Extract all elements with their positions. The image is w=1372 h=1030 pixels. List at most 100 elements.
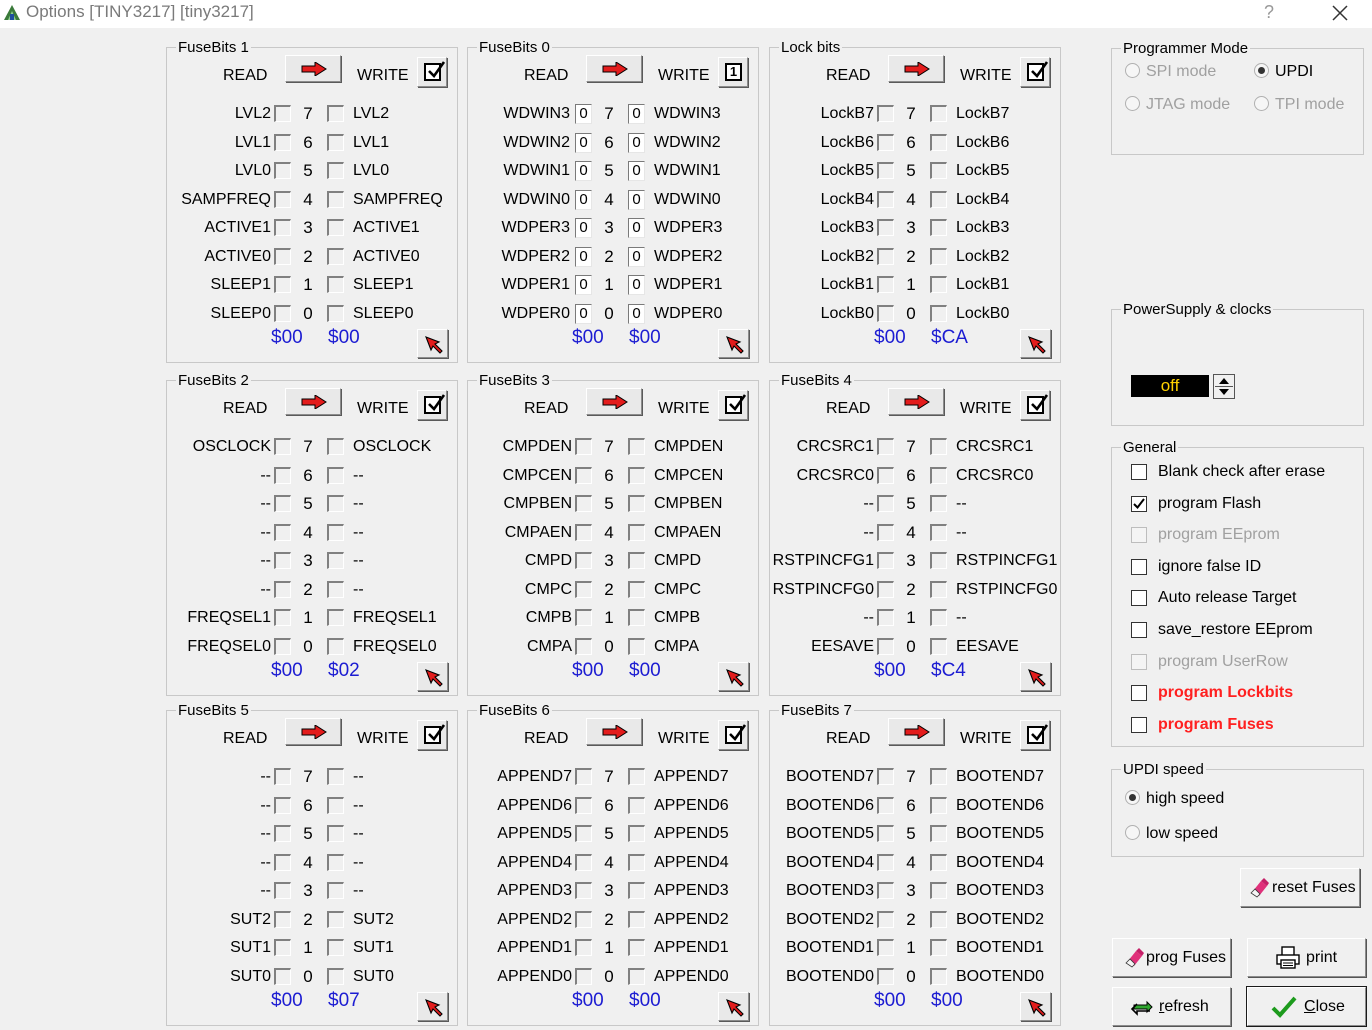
- read-value-box[interactable]: 0: [575, 275, 592, 295]
- read-bit-checkbox[interactable]: [274, 190, 291, 208]
- read-bit-checkbox[interactable]: [575, 882, 592, 899]
- read-button[interactable]: [285, 718, 341, 745]
- read-bit-checkbox[interactable]: [274, 105, 291, 122]
- read-bit-checkbox[interactable]: [274, 853, 291, 871]
- read-bit-checkbox[interactable]: [274, 552, 291, 569]
- read-value-box[interactable]: 0: [575, 161, 592, 181]
- general-option-checkbox[interactable]: [1131, 590, 1147, 607]
- write-bit-checkbox[interactable]: [327, 247, 344, 265]
- write-bit-checkbox[interactable]: [327, 495, 344, 512]
- write-bit-checkbox[interactable]: [327, 523, 344, 541]
- write-bit-checkbox[interactable]: [930, 495, 947, 512]
- write-bit-checkbox[interactable]: [930, 637, 947, 655]
- read-bit-checkbox[interactable]: [877, 304, 894, 322]
- write-bit-checkbox[interactable]: [327, 939, 344, 956]
- general-option-checkbox[interactable]: [1131, 716, 1147, 733]
- write-bit-checkbox[interactable]: [327, 825, 344, 842]
- read-value-box[interactable]: 0: [575, 189, 592, 210]
- write-bit-checkbox[interactable]: [628, 825, 645, 842]
- write-bit-checkbox[interactable]: [327, 105, 344, 122]
- write-bit-checkbox[interactable]: [930, 190, 947, 208]
- write-bit-checkbox[interactable]: [930, 552, 947, 569]
- read-value-box[interactable]: 0: [575, 132, 592, 153]
- write-value-box[interactable]: 0: [628, 218, 645, 238]
- read-bit-checkbox[interactable]: [575, 466, 592, 484]
- read-bit-checkbox[interactable]: [877, 495, 894, 512]
- apply-fuse-button[interactable]: [1020, 329, 1051, 358]
- read-bit-checkbox[interactable]: [274, 637, 291, 655]
- write-bit-checkbox[interactable]: [930, 853, 947, 871]
- write-bit-checkbox[interactable]: [628, 552, 645, 569]
- read-button[interactable]: [586, 388, 642, 415]
- write-bit-checkbox[interactable]: [327, 466, 344, 484]
- write-value-box[interactable]: 0: [628, 132, 645, 153]
- read-bit-checkbox[interactable]: [274, 910, 291, 928]
- read-bit-checkbox[interactable]: [877, 247, 894, 265]
- read-bit-checkbox[interactable]: [575, 523, 592, 541]
- write-button[interactable]: [417, 720, 447, 750]
- updi-radio[interactable]: UPDI: [1254, 62, 1313, 82]
- write-bit-checkbox[interactable]: [628, 853, 645, 871]
- write-bit-checkbox[interactable]: [930, 967, 947, 985]
- read-bit-checkbox[interactable]: [274, 466, 291, 484]
- write-bit-checkbox[interactable]: [628, 523, 645, 541]
- write-bit-checkbox[interactable]: [327, 133, 344, 151]
- write-bit-checkbox[interactable]: [327, 967, 344, 985]
- read-bit-checkbox[interactable]: [274, 967, 291, 985]
- write-bit-checkbox[interactable]: [930, 162, 947, 179]
- help-button[interactable]: ?: [1263, 2, 1274, 22]
- general-option-checkbox[interactable]: [1131, 527, 1147, 544]
- read-bit-checkbox[interactable]: [575, 495, 592, 512]
- apply-fuse-button[interactable]: [718, 992, 749, 1021]
- write-button[interactable]: [417, 57, 447, 87]
- read-bit-checkbox[interactable]: [877, 910, 894, 928]
- write-bit-checkbox[interactable]: [930, 276, 947, 293]
- read-bit-checkbox[interactable]: [274, 438, 291, 455]
- write-button[interactable]: [417, 390, 447, 420]
- apply-fuse-button[interactable]: [1020, 662, 1051, 691]
- write-bit-checkbox[interactable]: [327, 882, 344, 899]
- read-bit-checkbox[interactable]: [274, 882, 291, 899]
- read-bit-checkbox[interactable]: [877, 438, 894, 455]
- write-bit-checkbox[interactable]: [628, 495, 645, 512]
- write-bit-checkbox[interactable]: [327, 552, 344, 569]
- read-bit-checkbox[interactable]: [575, 438, 592, 455]
- low-speed-radio[interactable]: low speed: [1125, 824, 1218, 844]
- read-bit-checkbox[interactable]: [575, 853, 592, 871]
- write-bit-checkbox[interactable]: [628, 637, 645, 655]
- write-bit-checkbox[interactable]: [930, 609, 947, 626]
- read-bit-checkbox[interactable]: [274, 162, 291, 179]
- write-bit-checkbox[interactable]: [628, 882, 645, 899]
- read-bit-checkbox[interactable]: [274, 247, 291, 265]
- reset-fuses-button[interactable]: reset Fuses: [1240, 868, 1360, 907]
- write-bit-checkbox[interactable]: [327, 609, 344, 626]
- write-bit-checkbox[interactable]: [930, 438, 947, 455]
- write-value-box[interactable]: 0: [628, 189, 645, 210]
- write-value-box[interactable]: 0: [628, 303, 645, 324]
- write-value-box[interactable]: 0: [628, 104, 645, 124]
- write-bit-checkbox[interactable]: [327, 190, 344, 208]
- read-button[interactable]: [888, 55, 944, 82]
- read-bit-checkbox[interactable]: [877, 853, 894, 871]
- jtag-mode-radio[interactable]: JTAG mode: [1125, 95, 1230, 115]
- write-bit-checkbox[interactable]: [327, 796, 344, 814]
- write-value-box[interactable]: 0: [628, 161, 645, 181]
- write-bit-checkbox[interactable]: [930, 825, 947, 842]
- read-button[interactable]: [586, 718, 642, 745]
- apply-fuse-button[interactable]: [718, 662, 749, 691]
- read-button[interactable]: [888, 718, 944, 745]
- general-option-checkbox[interactable]: [1131, 653, 1147, 670]
- read-bit-checkbox[interactable]: [877, 466, 894, 484]
- write-bit-checkbox[interactable]: [327, 637, 344, 655]
- read-bit-checkbox[interactable]: [877, 796, 894, 814]
- read-bit-checkbox[interactable]: [575, 825, 592, 842]
- read-bit-checkbox[interactable]: [274, 304, 291, 322]
- read-bit-checkbox[interactable]: [877, 637, 894, 655]
- read-bit-checkbox[interactable]: [274, 219, 291, 236]
- write-bit-checkbox[interactable]: [327, 438, 344, 455]
- read-bit-checkbox[interactable]: [575, 637, 592, 655]
- read-bit-checkbox[interactable]: [274, 276, 291, 293]
- write-bit-checkbox[interactable]: [930, 304, 947, 322]
- write-button[interactable]: [1020, 57, 1050, 87]
- prog-fuses-button[interactable]: prog Fuses: [1112, 938, 1231, 977]
